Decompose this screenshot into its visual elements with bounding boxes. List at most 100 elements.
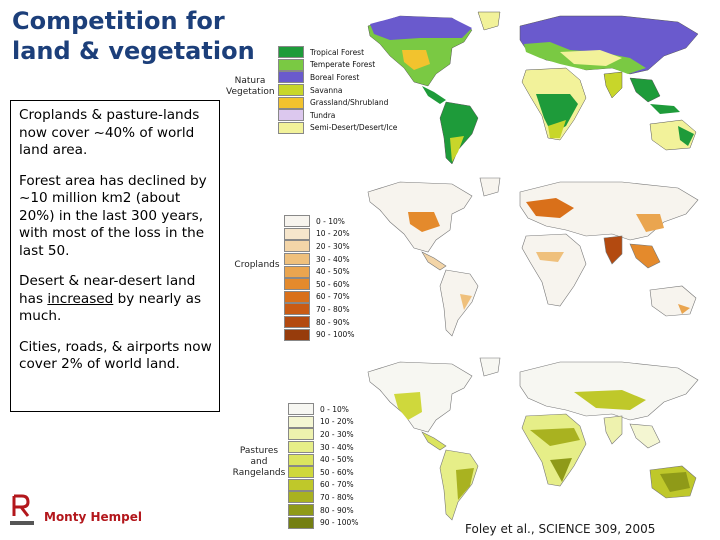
legend-label: 40 - 50% — [320, 455, 354, 465]
pastures-label-line-2: and — [250, 457, 268, 467]
legend-label: 70 - 80% — [320, 492, 354, 502]
pastures-legend: 0 - 10% 10 - 20% 20 - 30% 30 - 40% 40 - … — [288, 403, 358, 529]
legend-swatch — [288, 504, 314, 517]
legend-swatch — [278, 96, 304, 109]
legend-label: 10 - 20% — [320, 417, 354, 427]
legend-label: 20 - 30% — [316, 241, 350, 251]
vegetation-legend-item: Grassland/Shrubland — [278, 96, 397, 109]
legend-swatch — [288, 453, 314, 466]
legend-swatch — [284, 215, 310, 228]
croplands-world-map — [367, 177, 699, 337]
legend-label: Savanna — [310, 85, 343, 95]
pastures-legend-item: 0 - 10% — [288, 403, 358, 416]
croplands-map-label: Croplands — [234, 260, 280, 270]
legend-label: 60 - 70% — [320, 480, 354, 490]
legend-label: 80 - 90% — [316, 317, 350, 327]
pastures-legend-item: 80 - 90% — [288, 504, 358, 517]
croplands-legend-item: 30 - 40% — [284, 253, 354, 266]
legend-swatch — [284, 278, 310, 291]
pastures-label-line-3: Rangelands — [232, 468, 286, 478]
legend-label: Tropical Forest — [310, 47, 365, 57]
legend-swatch — [284, 253, 310, 266]
legend-swatch — [288, 403, 314, 416]
pastures-legend-item: 10 - 20% — [288, 415, 358, 429]
croplands-legend-item: 40 - 50% — [284, 265, 354, 278]
vegetation-label-line-2: Vegetation — [226, 87, 275, 97]
croplands-legend: 0 - 10% 10 - 20% 20 - 30% 30 - 40% 40 - … — [284, 215, 354, 341]
source-citation: Foley et al., SCIENCE 309, 2005 — [465, 522, 656, 536]
vegetation-legend-item: Tropical Forest — [278, 46, 397, 59]
legend-label: Semi-Desert/Desert/Ice — [310, 123, 398, 133]
vegetation-legend-item: Temperate Forest — [278, 58, 397, 72]
legend-swatch — [284, 240, 310, 253]
vegetation-label-line-1: Natura — [234, 76, 266, 86]
legend-swatch — [284, 316, 310, 329]
fact-desert-part1: Desert & near-desert land has — [19, 273, 196, 307]
legend-swatch — [288, 415, 314, 428]
legend-swatch — [278, 71, 304, 84]
legend-label: 0 - 10% — [320, 404, 349, 414]
legend-label: 90 - 100% — [316, 330, 355, 340]
fact-desert-part2: by nearly as much. — [19, 290, 202, 325]
pastures-legend-item: 20 - 30% — [288, 428, 358, 441]
institution-logo-icon — [10, 492, 34, 525]
legend-swatch — [278, 58, 304, 71]
croplands-legend-item: 0 - 10% — [284, 215, 354, 228]
legend-swatch — [278, 46, 304, 59]
legend-label: 80 - 90% — [320, 505, 354, 515]
vegetation-legend-item: Tundra — [278, 109, 397, 122]
vegetation-legend: Tropical Forest Temperate Forest Boreal … — [278, 46, 397, 134]
legend-swatch — [288, 478, 314, 491]
legend-label: Grassland/Shrubland — [310, 98, 389, 108]
pastures-world-map — [367, 357, 699, 521]
legend-swatch — [284, 303, 310, 316]
croplands-legend-item: 90 - 100% — [284, 328, 354, 341]
legend-label: 50 - 60% — [316, 279, 350, 289]
legend-label: Temperate Forest — [310, 60, 376, 70]
croplands-legend-item: 70 - 80% — [284, 303, 354, 316]
title-line-2: land & vegetation — [12, 37, 255, 65]
pastures-legend-item: 60 - 70% — [288, 478, 358, 492]
legend-label: 30 - 40% — [316, 254, 350, 264]
croplands-legend-item: 10 - 20% — [284, 227, 354, 241]
legend-label: Boreal Forest — [310, 72, 360, 82]
legend-label: 0 - 10% — [316, 216, 345, 226]
legend-swatch — [288, 428, 314, 441]
legend-label: 60 - 70% — [316, 292, 350, 302]
croplands-legend-item: 60 - 70% — [284, 290, 354, 304]
legend-swatch — [278, 121, 304, 134]
fact-desert-underlined: increased — [47, 290, 114, 307]
pastures-map-label: Pastures and Rangelands — [232, 446, 286, 479]
legend-swatch — [284, 227, 310, 240]
croplands-legend-item: 80 - 90% — [284, 316, 354, 329]
facts-text-box: Croplands & pasture-lands now cover ~40%… — [10, 100, 220, 412]
pastures-legend-item: 50 - 60% — [288, 466, 358, 479]
slide-title: Competition for land & vegetation — [12, 6, 274, 66]
legend-swatch — [284, 265, 310, 278]
croplands-legend-item: 20 - 30% — [284, 240, 354, 253]
legend-swatch — [278, 109, 304, 122]
legend-swatch — [288, 516, 314, 529]
vegetation-world-map — [367, 11, 699, 165]
croplands-legend-item: 50 - 60% — [284, 278, 354, 291]
legend-swatch — [284, 328, 310, 341]
vegetation-map-label: Natura Vegetation — [226, 76, 275, 98]
legend-swatch — [288, 441, 314, 454]
fact-desert: Desert & near-desert land has increased … — [19, 273, 213, 326]
legend-swatch — [284, 290, 310, 303]
pastures-label-line-1: Pastures — [239, 446, 279, 456]
vegetation-legend-item: Semi-Desert/Desert/Ice — [278, 121, 398, 135]
legend-swatch — [278, 84, 304, 97]
fact-forest-decline: Forest area has declined by ~10 million … — [19, 172, 207, 259]
legend-label: 20 - 30% — [320, 429, 354, 439]
pastures-legend-item: 90 - 100% — [288, 516, 358, 529]
pastures-legend-item: 30 - 40% — [288, 441, 358, 454]
author-name: Monty Hempel — [44, 510, 142, 524]
pastures-legend-item: 40 - 50% — [288, 453, 358, 466]
legend-swatch — [288, 491, 314, 504]
legend-label: 40 - 50% — [316, 267, 350, 277]
fact-cities: Cities, roads, & airports now cover 2% o… — [19, 338, 212, 373]
legend-label: 90 - 100% — [320, 518, 359, 528]
vegetation-legend-item: Boreal Forest — [278, 71, 397, 84]
title-line-1: Competition for — [12, 7, 225, 35]
